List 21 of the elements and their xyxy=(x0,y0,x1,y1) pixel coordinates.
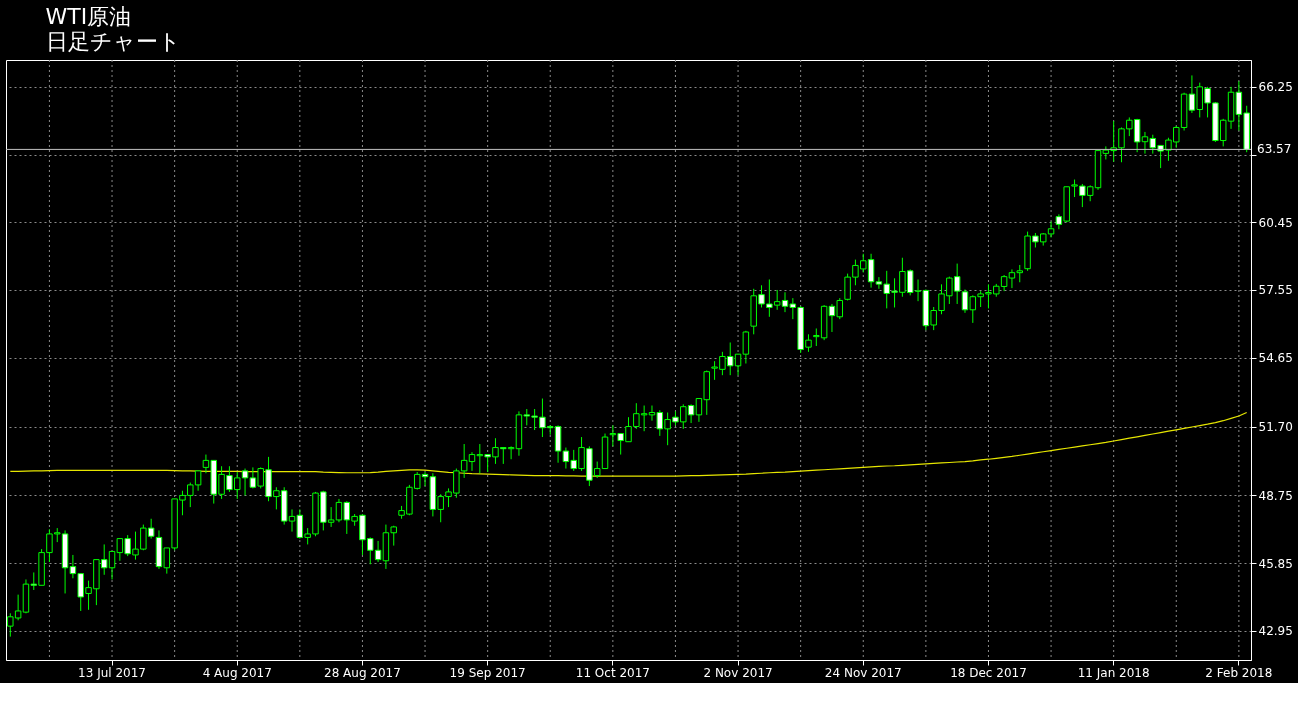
x-tick-label: 28 Aug 2017 xyxy=(324,665,401,680)
x-tick-label: 11 Oct 2017 xyxy=(575,665,650,680)
ref-line-label: 63.57 xyxy=(1257,142,1292,157)
x-tick-label: 19 Sep 2017 xyxy=(449,665,526,680)
y-tick-label: 54.65 xyxy=(1258,351,1293,366)
chart-subtitle: 日足チャート xyxy=(45,28,181,54)
x-tick-label: 13 Jul 2017 xyxy=(78,665,146,680)
y-tick-label: 45.85 xyxy=(1258,556,1293,571)
x-tick-label: 24 Nov 2017 xyxy=(824,665,902,680)
y-tick-label: 51.70 xyxy=(1258,420,1293,435)
chart-title: WTI原油 xyxy=(45,3,132,29)
x-tick-label: 18 Dec 2017 xyxy=(950,665,1027,680)
x-tick-label: 2 Feb 2018 xyxy=(1205,665,1273,680)
x-tick-label: 11 Jan 2018 xyxy=(1077,665,1150,680)
x-tick-label: 4 Aug 2017 xyxy=(202,665,272,680)
y-tick-label: 42.95 xyxy=(1258,624,1293,639)
y-tick-label: 66.25 xyxy=(1258,80,1293,95)
y-tick-label: 60.45 xyxy=(1258,215,1293,230)
y-tick-label: 48.75 xyxy=(1258,488,1293,503)
x-tick-label: 2 Nov 2017 xyxy=(703,665,773,680)
y-tick-label: 57.55 xyxy=(1258,283,1293,298)
